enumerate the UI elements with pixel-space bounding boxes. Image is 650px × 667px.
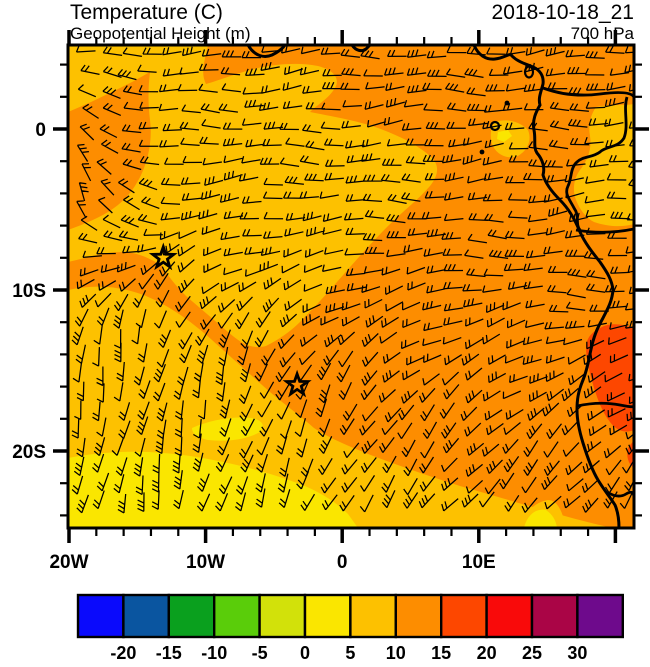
colorbar-cell [212, 593, 261, 639]
lon-tick-label: 0 [337, 552, 348, 573]
colorbar-label: 25 [522, 643, 542, 663]
axis-ticks: 20W 10W 0 10E 0 10S 20S [12, 30, 649, 573]
colorbar-label: 15 [431, 643, 451, 663]
colorbar-label: -10 [201, 643, 227, 663]
colorbar-cell [122, 593, 171, 639]
page-title: Temperature (C) [70, 1, 223, 24]
colorbar-label: 10 [386, 643, 406, 663]
colorbar-label: 5 [345, 643, 355, 663]
lat-tick-label: 10S [12, 281, 46, 302]
island-sao-tome [489, 120, 501, 132]
subtitle: Geopotential Height (m) [70, 24, 251, 43]
colorbar: -20 -15 -10 -5 0 5 10 15 20 25 30 [76, 593, 625, 663]
colorbar-cell [258, 593, 307, 639]
datetime-label: 2018-10-18_21 [491, 1, 634, 24]
island-dot-1 [504, 100, 510, 106]
lon-tick-label: 10W [186, 552, 225, 573]
island-bioko [523, 65, 535, 79]
colorbar-cell [167, 593, 216, 639]
colorbar-label: -15 [156, 643, 182, 663]
colorbar-cell [440, 593, 488, 639]
star-marker [282, 369, 312, 398]
colorbar-cell [485, 593, 534, 639]
colorbar-cell [576, 593, 625, 639]
wind-barbs [71, 45, 634, 514]
country-borders [542, 86, 634, 499]
coastline-borders [246, 45, 634, 528]
station-markers [148, 242, 312, 398]
colorbar-cell [303, 593, 352, 639]
colorbar-cell [349, 593, 397, 639]
star-marker [148, 242, 178, 271]
colorbar-label: -5 [252, 643, 268, 663]
pressure-level: 700 hPa [570, 24, 634, 43]
colorbar-label: -20 [110, 643, 136, 663]
lat-tick-label: 20S [12, 442, 46, 463]
colorbar-cell [530, 593, 579, 639]
island-dot-2 [479, 149, 485, 155]
colorbar-label: 30 [567, 643, 587, 663]
lat-tick-label: 0 [35, 120, 46, 141]
lon-tick-label: 10E [462, 552, 496, 573]
lon-tick-label: 20W [49, 552, 88, 573]
colorbar-label: 20 [477, 643, 497, 663]
colorbar-label: 0 [300, 643, 310, 663]
map-frame [66, 43, 636, 530]
colorbar-cell [394, 593, 443, 639]
colorbar-cell [76, 593, 125, 639]
